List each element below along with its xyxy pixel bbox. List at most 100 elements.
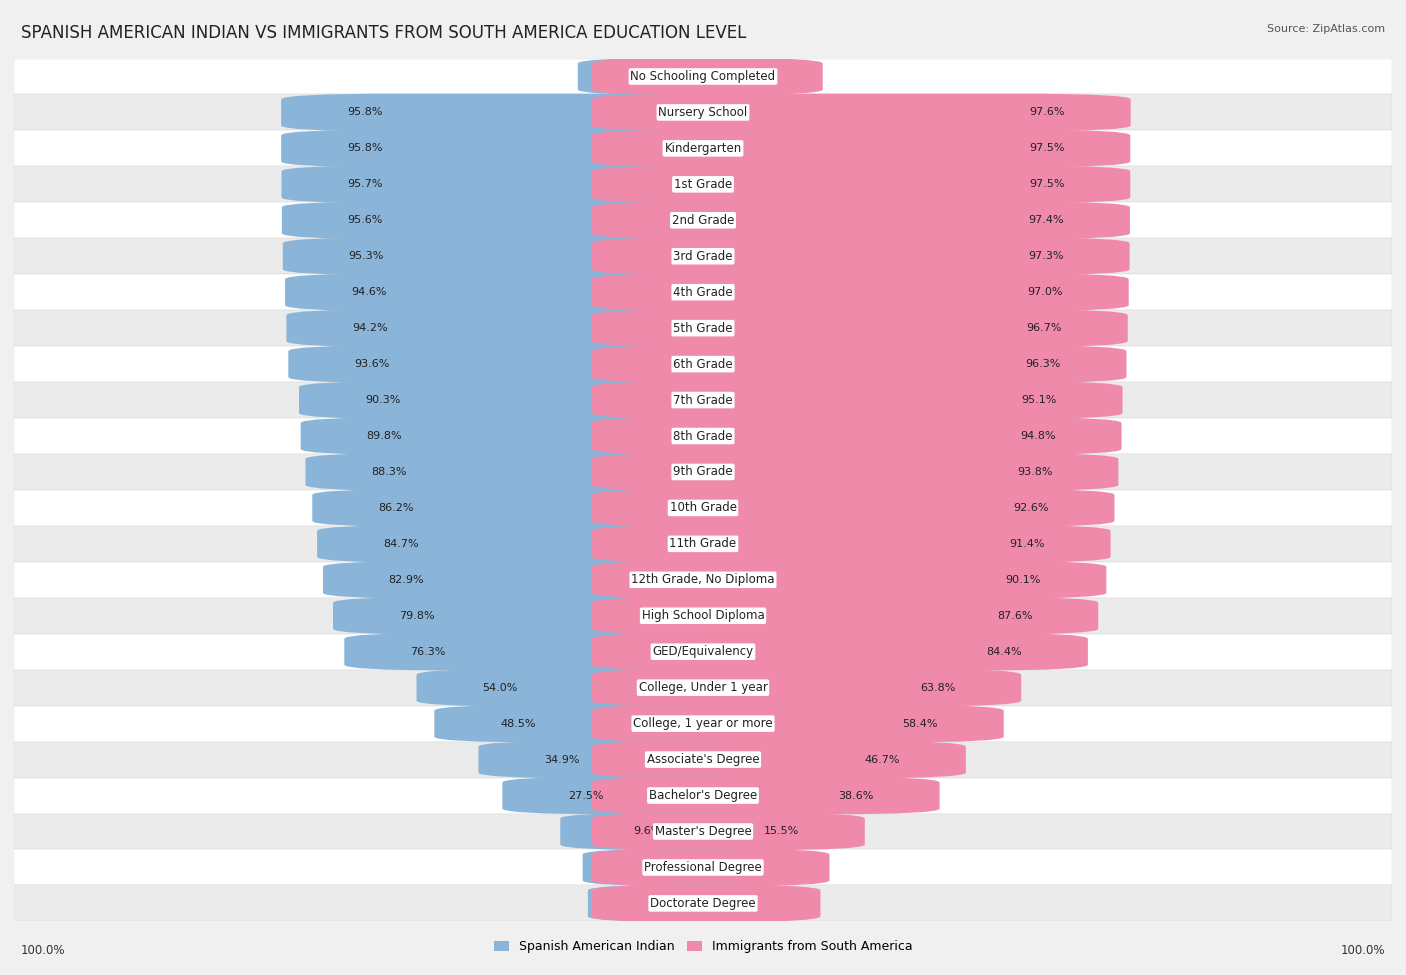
FancyBboxPatch shape	[14, 885, 1392, 921]
Text: 76.3%: 76.3%	[411, 646, 446, 657]
FancyBboxPatch shape	[592, 273, 1129, 311]
Text: Master's Degree: Master's Degree	[655, 825, 751, 838]
FancyBboxPatch shape	[561, 813, 814, 850]
Text: 34.9%: 34.9%	[544, 755, 579, 764]
FancyBboxPatch shape	[305, 453, 814, 490]
Text: 89.8%: 89.8%	[367, 431, 402, 441]
Text: 97.3%: 97.3%	[1028, 252, 1064, 261]
FancyBboxPatch shape	[14, 849, 1392, 885]
FancyBboxPatch shape	[14, 274, 1392, 310]
Text: 95.8%: 95.8%	[347, 107, 382, 117]
Text: College, 1 year or more: College, 1 year or more	[633, 718, 773, 730]
Text: Bachelor's Degree: Bachelor's Degree	[650, 789, 756, 802]
FancyBboxPatch shape	[281, 202, 814, 239]
FancyBboxPatch shape	[592, 526, 1111, 563]
Text: 79.8%: 79.8%	[399, 610, 434, 621]
FancyBboxPatch shape	[14, 598, 1392, 634]
FancyBboxPatch shape	[502, 777, 814, 814]
FancyBboxPatch shape	[592, 94, 1130, 132]
Text: Kindergarten: Kindergarten	[665, 142, 741, 155]
FancyBboxPatch shape	[288, 345, 814, 383]
FancyBboxPatch shape	[14, 382, 1392, 418]
Legend: Spanish American Indian, Immigrants from South America: Spanish American Indian, Immigrants from…	[489, 935, 917, 958]
FancyBboxPatch shape	[582, 848, 814, 886]
Text: 87.6%: 87.6%	[997, 610, 1032, 621]
FancyBboxPatch shape	[14, 131, 1392, 167]
Text: 38.6%: 38.6%	[838, 791, 873, 800]
FancyBboxPatch shape	[478, 741, 814, 778]
Text: Professional Degree: Professional Degree	[644, 861, 762, 874]
FancyBboxPatch shape	[14, 454, 1392, 489]
FancyBboxPatch shape	[14, 706, 1392, 742]
Text: 95.6%: 95.6%	[347, 215, 382, 225]
Text: 54.0%: 54.0%	[482, 682, 517, 692]
Text: 96.7%: 96.7%	[1026, 323, 1062, 333]
Text: 97.4%: 97.4%	[1029, 215, 1064, 225]
FancyBboxPatch shape	[283, 238, 814, 275]
FancyBboxPatch shape	[592, 345, 1126, 383]
Text: 2.7%: 2.7%	[655, 863, 683, 873]
Text: 27.5%: 27.5%	[568, 791, 603, 800]
FancyBboxPatch shape	[592, 489, 1115, 526]
Text: 91.4%: 91.4%	[1010, 539, 1045, 549]
FancyBboxPatch shape	[592, 597, 1098, 635]
FancyBboxPatch shape	[592, 58, 823, 96]
Text: 15.5%: 15.5%	[763, 827, 799, 837]
Text: 12th Grade, No Diploma: 12th Grade, No Diploma	[631, 573, 775, 586]
Text: 5th Grade: 5th Grade	[673, 322, 733, 334]
Text: 82.9%: 82.9%	[388, 575, 425, 585]
FancyBboxPatch shape	[592, 705, 1004, 742]
FancyBboxPatch shape	[14, 777, 1392, 813]
FancyBboxPatch shape	[588, 884, 814, 922]
Text: 58.4%: 58.4%	[903, 719, 938, 728]
FancyBboxPatch shape	[14, 562, 1392, 598]
Text: High School Diploma: High School Diploma	[641, 609, 765, 622]
FancyBboxPatch shape	[592, 633, 1088, 671]
Text: 8th Grade: 8th Grade	[673, 430, 733, 443]
FancyBboxPatch shape	[14, 58, 1392, 95]
FancyBboxPatch shape	[416, 669, 814, 707]
FancyBboxPatch shape	[592, 848, 830, 886]
FancyBboxPatch shape	[592, 130, 1130, 167]
FancyBboxPatch shape	[592, 669, 1021, 707]
FancyBboxPatch shape	[14, 526, 1392, 562]
FancyBboxPatch shape	[14, 742, 1392, 777]
Text: 9.6%: 9.6%	[633, 827, 662, 837]
FancyBboxPatch shape	[592, 453, 1118, 490]
Text: 1st Grade: 1st Grade	[673, 177, 733, 191]
Text: 2nd Grade: 2nd Grade	[672, 214, 734, 227]
FancyBboxPatch shape	[323, 561, 814, 599]
FancyBboxPatch shape	[14, 634, 1392, 670]
FancyBboxPatch shape	[299, 381, 814, 419]
Text: 2.5%: 2.5%	[721, 71, 749, 82]
Text: 97.6%: 97.6%	[1029, 107, 1064, 117]
Text: Doctorate Degree: Doctorate Degree	[650, 897, 756, 910]
FancyBboxPatch shape	[14, 95, 1392, 131]
Text: Nursery School: Nursery School	[658, 106, 748, 119]
Text: 93.6%: 93.6%	[354, 359, 389, 370]
Text: 97.0%: 97.0%	[1028, 288, 1063, 297]
FancyBboxPatch shape	[344, 633, 814, 671]
FancyBboxPatch shape	[285, 273, 814, 311]
FancyBboxPatch shape	[592, 741, 966, 778]
FancyBboxPatch shape	[14, 310, 1392, 346]
FancyBboxPatch shape	[592, 238, 1129, 275]
FancyBboxPatch shape	[14, 238, 1392, 274]
FancyBboxPatch shape	[592, 884, 821, 922]
FancyBboxPatch shape	[14, 489, 1392, 526]
Text: College, Under 1 year: College, Under 1 year	[638, 682, 768, 694]
Text: 84.4%: 84.4%	[987, 646, 1022, 657]
Text: 95.3%: 95.3%	[349, 252, 384, 261]
Text: 11th Grade: 11th Grade	[669, 537, 737, 550]
Text: 90.1%: 90.1%	[1005, 575, 1040, 585]
Text: GED/Equivalency: GED/Equivalency	[652, 645, 754, 658]
Text: 97.5%: 97.5%	[1029, 143, 1064, 153]
FancyBboxPatch shape	[281, 166, 814, 203]
Text: 95.8%: 95.8%	[347, 143, 382, 153]
FancyBboxPatch shape	[312, 489, 814, 526]
FancyBboxPatch shape	[333, 597, 814, 635]
FancyBboxPatch shape	[14, 167, 1392, 203]
Text: 92.6%: 92.6%	[1014, 503, 1049, 513]
Text: 4th Grade: 4th Grade	[673, 286, 733, 298]
Text: 46.7%: 46.7%	[865, 755, 900, 764]
